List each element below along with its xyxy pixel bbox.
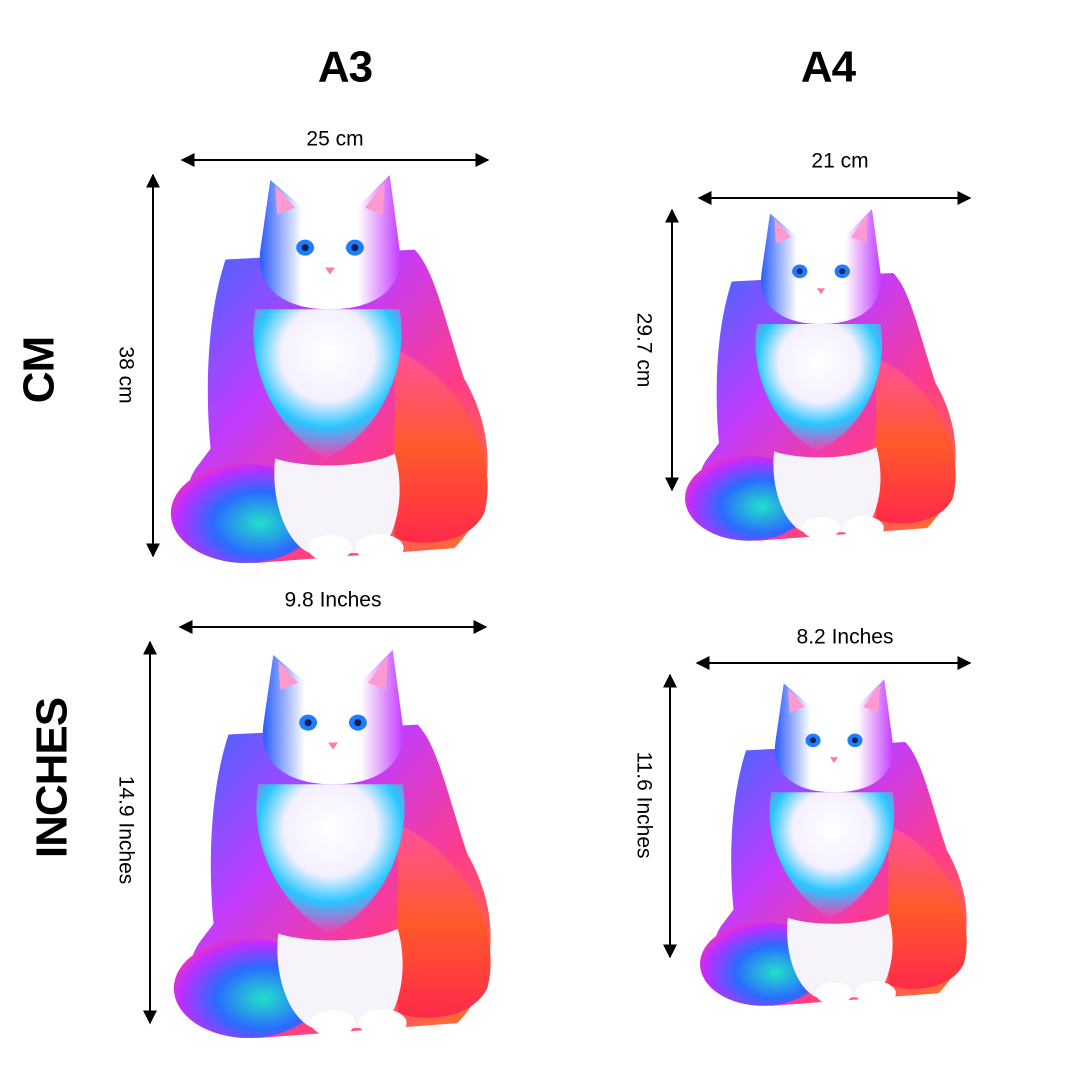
height-label: 29.7 cm — [632, 313, 655, 388]
product-image — [170, 174, 488, 564]
product-image — [700, 679, 967, 1006]
height-label: 38 cm — [114, 346, 137, 403]
width-label: 25 cm — [306, 128, 363, 151]
width-label: 9.8 Inches — [285, 589, 382, 612]
product-image — [173, 649, 491, 1039]
row-header: CM — [15, 337, 64, 403]
column-header: A4 — [801, 43, 857, 92]
height-label: 11.6 Inches — [632, 751, 655, 858]
column-header: A3 — [318, 43, 372, 92]
product-image — [685, 209, 956, 541]
height-label: 14.9 Inches — [114, 776, 137, 885]
row-header: INCHES — [28, 698, 77, 858]
width-label: 21 cm — [811, 150, 868, 173]
width-label: 8.2 Inches — [797, 626, 894, 649]
